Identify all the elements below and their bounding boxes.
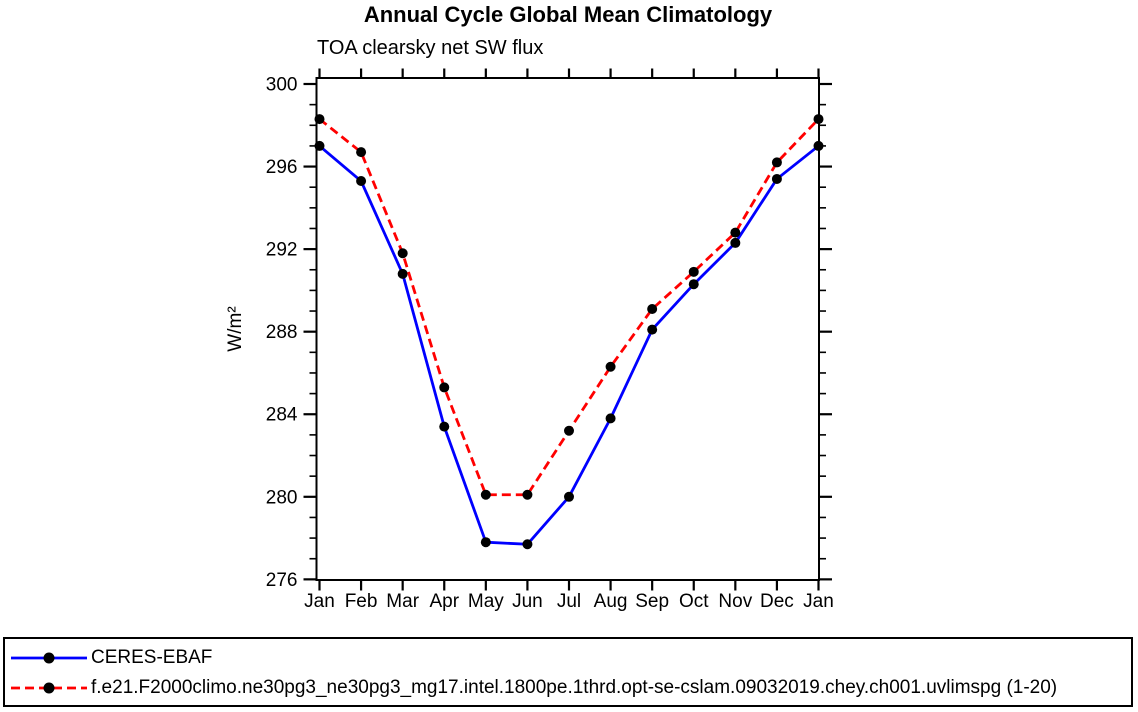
legend-marker-icon <box>43 682 55 694</box>
x-tick-label: Dec <box>760 591 794 612</box>
y-tick-label: 288 <box>266 322 298 343</box>
y-axis: 276 280 284 288 292 296 300 <box>266 75 832 591</box>
legend-label: CERES-EBAF <box>91 647 213 668</box>
data-point-marker <box>564 491 574 502</box>
x-tick-label: Feb <box>345 591 378 612</box>
y-tick-label: 276 <box>266 570 298 591</box>
data-point-marker <box>813 140 824 151</box>
series-line <box>318 144 820 546</box>
data-point-marker <box>439 421 450 432</box>
x-tick-label: Jul <box>557 591 581 612</box>
legend-item-1: f.e21.F2000climo.ne30pg3_ne30pg3_mg17.in… <box>5 673 1131 703</box>
series-0 <box>314 140 824 550</box>
y-tick-label: 296 <box>266 157 298 178</box>
y-tick-label: 300 <box>266 75 298 96</box>
x-tick-label: Sep <box>635 591 669 612</box>
x-tick-label: Jun <box>512 591 543 612</box>
data-point-marker <box>356 147 367 158</box>
chart-title: Annual Cycle Global Mean Climatology <box>363 2 773 27</box>
data-point-marker <box>397 268 408 279</box>
y-tick-label: 284 <box>266 405 298 426</box>
series-1 <box>314 114 824 500</box>
x-axis: Jan Feb Mar Apr May Jun Jul Aug Sep Oct Nov Dec Jan <box>304 68 834 612</box>
data-point-marker <box>522 539 533 550</box>
legend-label: f.e21.F2000climo.ne30pg3_ne30pg3_mg17.in… <box>91 677 1058 698</box>
legend-line-sample <box>11 682 87 694</box>
data-point-marker <box>771 173 782 184</box>
x-tick-label: Jan <box>803 591 834 612</box>
data-point-marker <box>314 114 325 125</box>
x-tick-label: Jan <box>304 591 335 612</box>
plot-frame <box>315 77 820 581</box>
data-point-marker <box>813 114 824 125</box>
x-tick-label: Aug <box>594 591 628 612</box>
data-point-marker <box>480 489 491 500</box>
data-point-marker <box>522 489 533 500</box>
x-tick-label: Apr <box>429 591 459 612</box>
legend-marker-icon <box>43 652 55 664</box>
data-point-marker <box>647 324 658 335</box>
series-line <box>318 117 820 497</box>
x-tick-label: Mar <box>386 591 419 612</box>
plot-canvas: W/m² 276 280 284 288 292 296 300 Jan Feb Mar Apr Ma… <box>225 68 834 612</box>
data-point-marker <box>314 140 325 151</box>
x-tick-label: Oct <box>679 591 709 612</box>
data-point-marker <box>647 303 658 314</box>
data-point-marker <box>688 266 699 277</box>
x-tick-label: May <box>468 591 504 612</box>
legend-item-0: CERES-EBAF <box>5 643 1131 673</box>
y-tick-label: 292 <box>266 240 298 261</box>
legend-line-sample <box>11 652 87 664</box>
x-tick-label: Nov <box>718 591 752 612</box>
data-point-marker <box>564 425 574 436</box>
legend-box: CERES-EBAF f.e21.F2000climo.ne30pg3_ne30p… <box>3 637 1133 707</box>
data-point-marker <box>730 227 741 238</box>
data-point-marker <box>605 361 616 372</box>
data-point-marker <box>730 237 741 248</box>
y-tick-label: 280 <box>266 487 298 508</box>
data-point-marker <box>771 157 782 168</box>
data-point-marker <box>605 413 616 424</box>
chart-subtitle: TOA clearsky net SW flux <box>317 37 544 59</box>
data-point-marker <box>480 537 491 548</box>
data-point-marker <box>356 176 367 187</box>
data-point-marker <box>397 248 408 259</box>
data-point-marker <box>688 279 699 290</box>
data-point-marker <box>439 382 450 393</box>
y-axis-title: W/m² <box>225 306 246 351</box>
